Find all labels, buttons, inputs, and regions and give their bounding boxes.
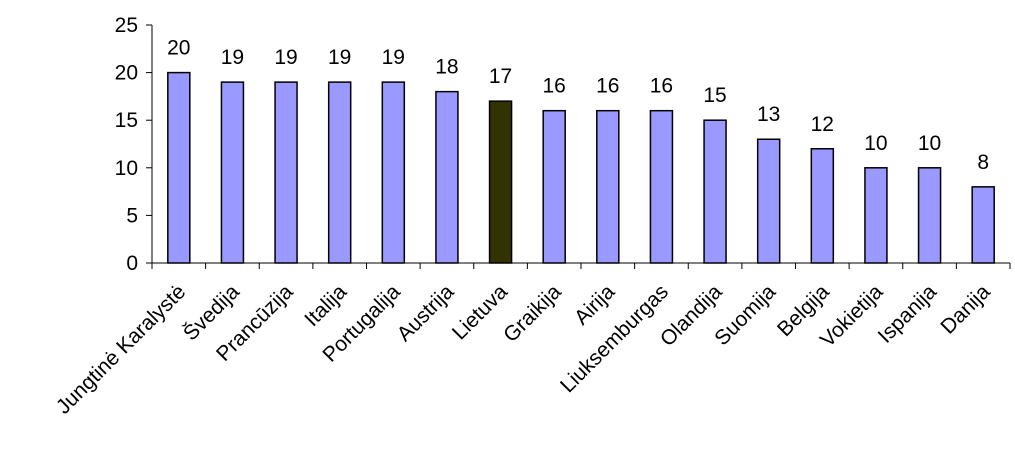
category-label: Austrija [393, 280, 459, 346]
category-label: Airija [570, 280, 619, 329]
bar [917, 167, 942, 264]
data-label: 19 [221, 46, 244, 69]
data-label: 15 [703, 84, 726, 107]
y-tick-label: 0 [126, 252, 138, 275]
data-label: 13 [757, 103, 780, 126]
bar [274, 81, 298, 264]
data-label: 20 [167, 37, 190, 60]
data-label: 10 [918, 132, 941, 155]
bar [703, 119, 727, 264]
y-tick-label: 15 [115, 109, 138, 132]
category-label: Danija [936, 280, 995, 339]
bar [167, 71, 191, 264]
category-label: Ispanija [874, 280, 942, 348]
data-label: 19 [274, 46, 297, 69]
bar [435, 90, 459, 264]
category-label: Suomija [710, 280, 780, 350]
category-label: Italija [300, 280, 351, 331]
data-label: 19 [382, 46, 405, 69]
category-label: Graikija [499, 280, 566, 347]
bar [488, 100, 513, 264]
y-tick-label: 10 [115, 157, 138, 180]
y-axis-ticks: 0 5 10 15 20 25 [115, 14, 152, 275]
data-label: 12 [811, 113, 834, 136]
category-label: Jungtinė Karalystė [52, 280, 190, 418]
bar [381, 81, 406, 264]
y-tick-label: 20 [115, 62, 138, 85]
data-label: 16 [543, 75, 566, 98]
y-tick-label: 5 [126, 204, 138, 227]
bar [971, 186, 995, 264]
bar [864, 167, 888, 264]
bar [542, 109, 566, 264]
data-label: 16 [596, 75, 619, 98]
data-label: 17 [489, 65, 512, 88]
y-tick-label: 25 [115, 14, 138, 37]
bar [220, 81, 245, 264]
bars [151, 71, 1011, 269]
data-label: 8 [977, 151, 989, 174]
data-label: 16 [650, 75, 673, 98]
bar [327, 81, 352, 264]
data-label: 19 [328, 46, 351, 69]
data-label: 18 [435, 56, 458, 79]
data-label: 10 [864, 132, 887, 155]
bar [596, 109, 620, 264]
data-labels: 20 19 19 19 19 18 17 16 16 16 15 13 12 10 10 8 [167, 37, 989, 174]
bar [649, 109, 674, 264]
bar [810, 148, 835, 264]
bar [756, 138, 781, 264]
